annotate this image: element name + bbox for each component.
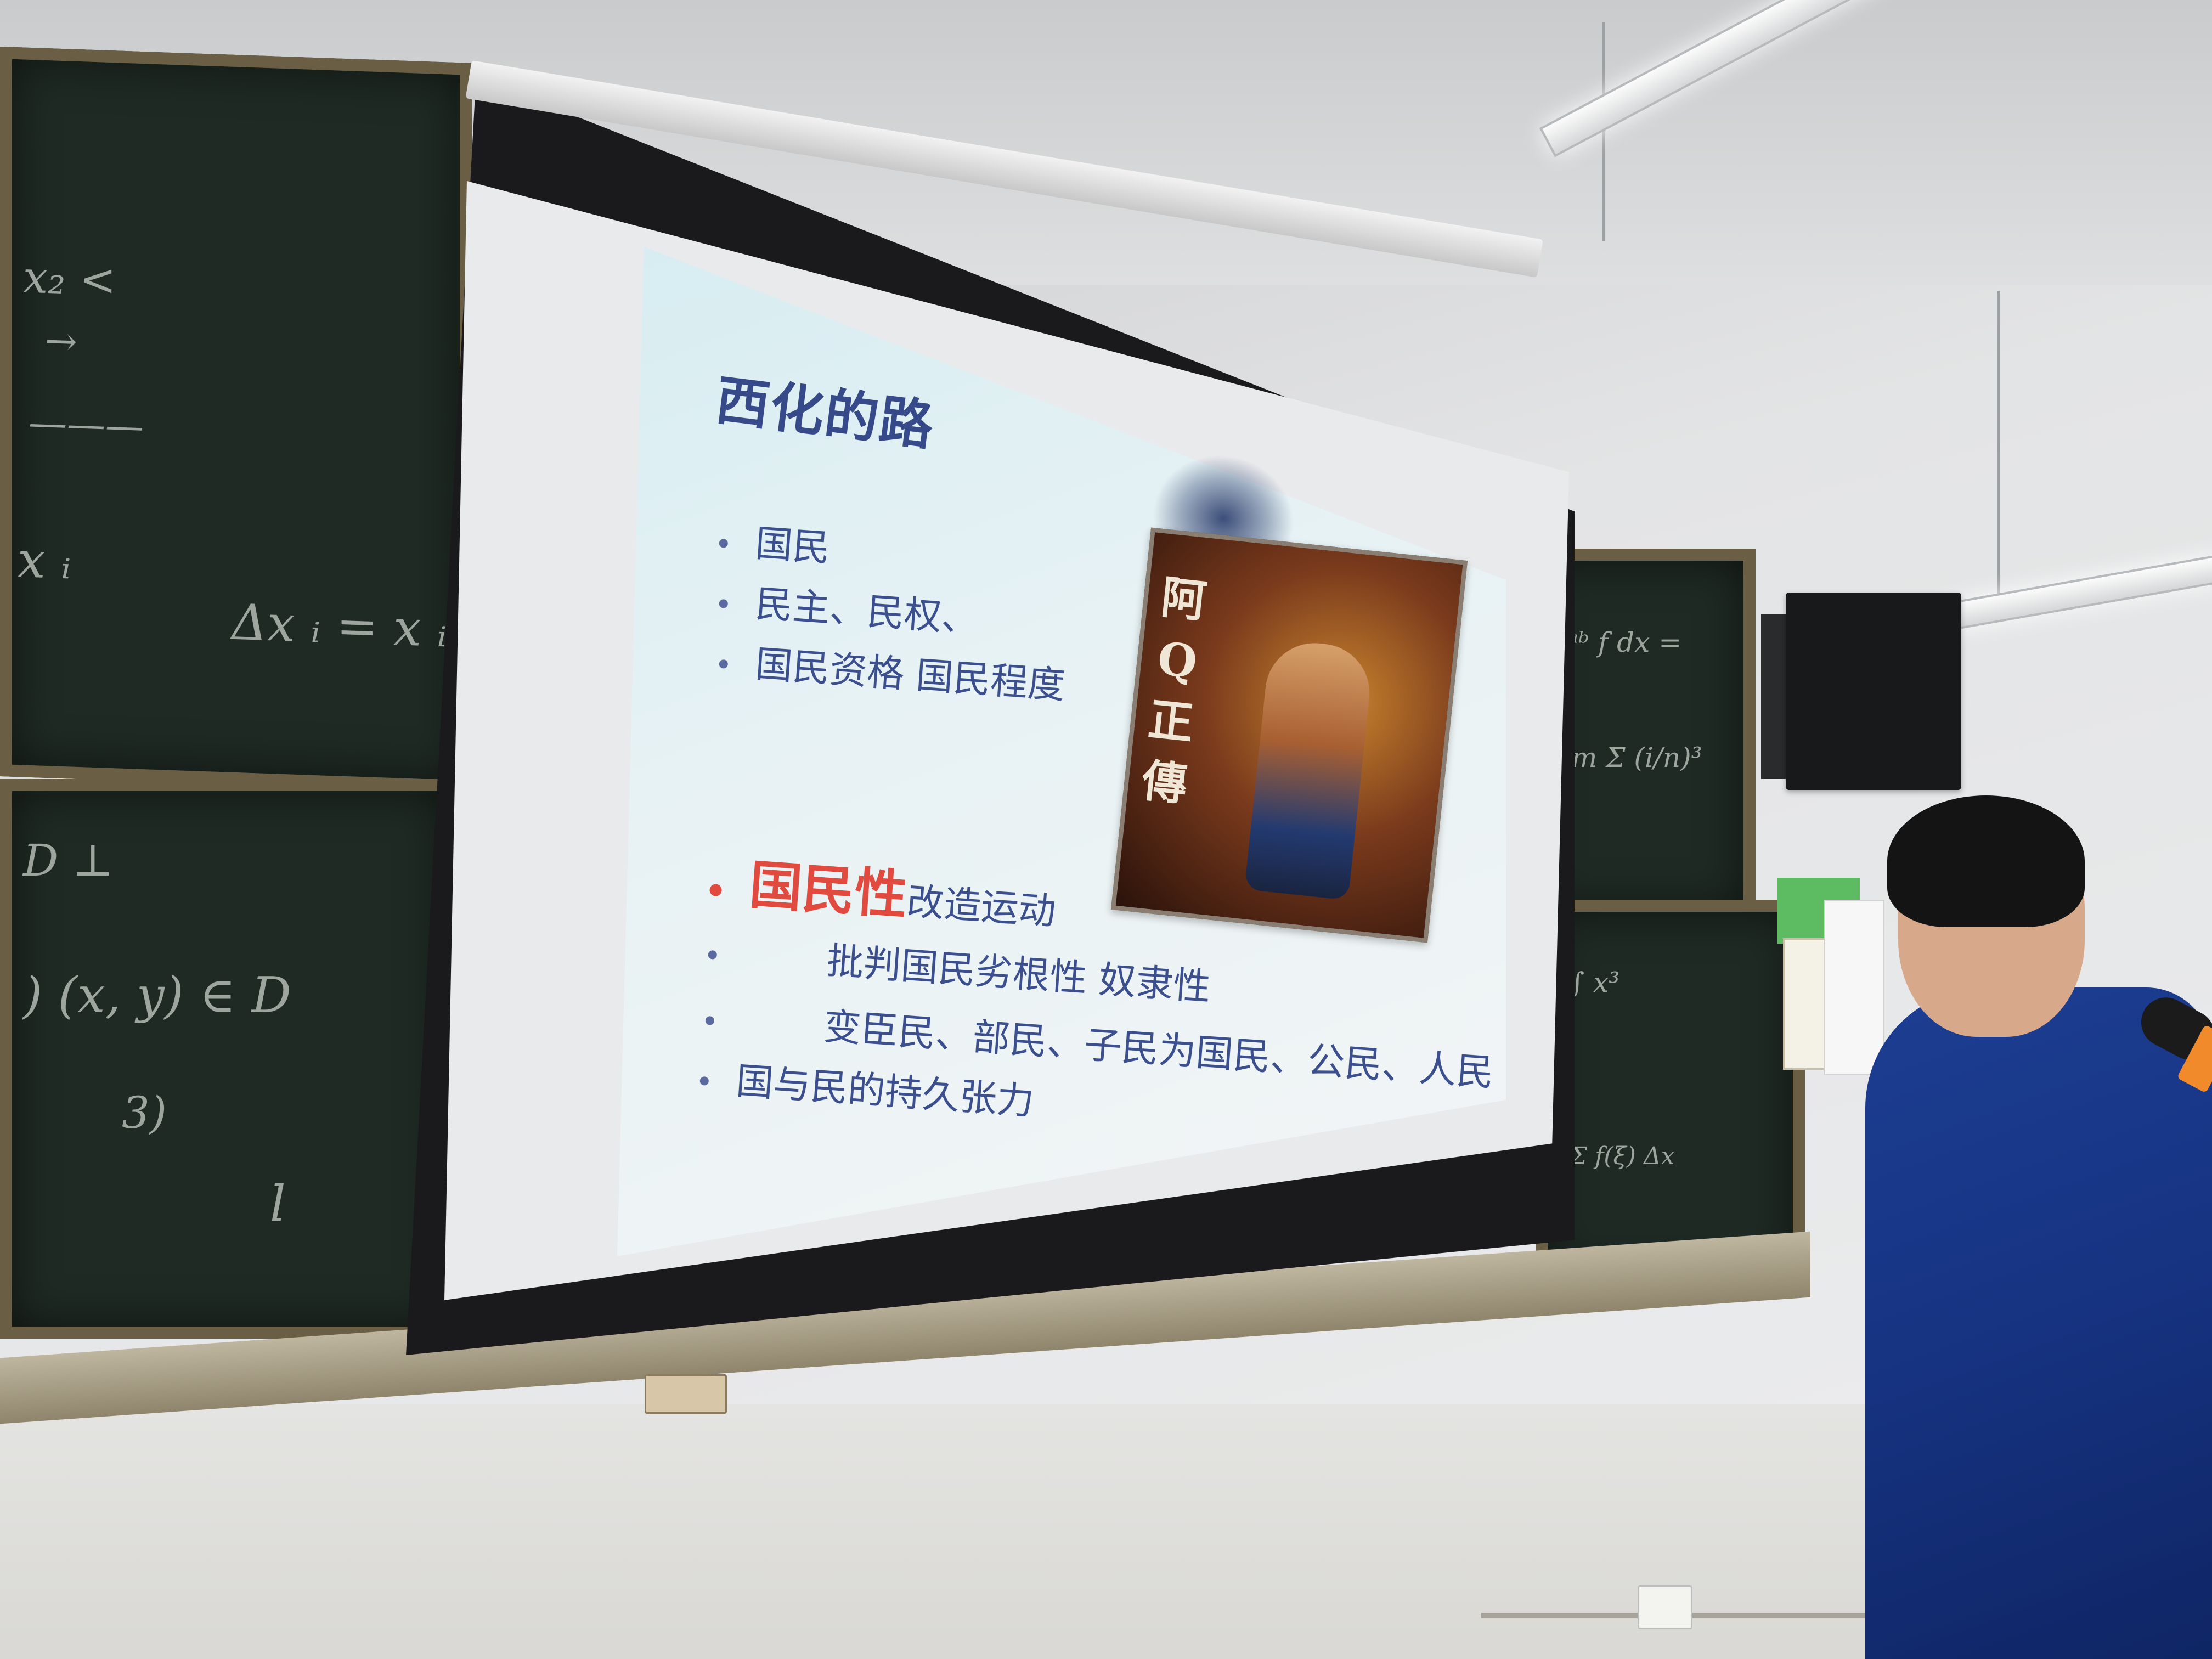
chalkboard-left-bottom: D ⊥ ) (x, y) ∈ D 3) l	[0, 779, 455, 1339]
bullet-text: 国民	[754, 522, 832, 571]
lecturer	[1865, 795, 2212, 1659]
chalk-writing: ) (x, y) ∈ D	[23, 967, 291, 1024]
chalk-writing: Σ f(ξ) Δx	[1570, 1142, 1675, 1170]
chalk-writing: x ᵢ	[18, 531, 71, 591]
chalk-writing: ∫ x³	[1570, 967, 1620, 998]
chalk-writing: l	[270, 1175, 286, 1233]
wall-speaker	[1786, 592, 1961, 790]
lecturer-hair	[1887, 795, 2085, 927]
baseboard	[1481, 1613, 2212, 1618]
speaker-mount	[1761, 614, 1787, 779]
chalk-writing: 3)	[122, 1087, 167, 1138]
ah-q-illustration: 阿Q正傳	[1111, 527, 1468, 943]
bullet-dot	[709, 884, 723, 897]
light-rod	[1602, 22, 1605, 241]
chalkboard-left-top: x₂ < → ——— x ᵢ Δx ᵢ = x ᵢ −	[0, 46, 504, 793]
bullet-dot	[705, 1016, 715, 1026]
chalk-writing: lim Σ (i/n)³	[1554, 742, 1702, 774]
chalk-writing: x₂ <	[23, 251, 116, 306]
chalk-writing: D ⊥	[23, 835, 114, 886]
power-outlet	[1638, 1585, 1692, 1629]
slide-bullet: 国民	[718, 510, 832, 572]
bullet-dot	[699, 1076, 709, 1086]
bullet-dot	[719, 659, 729, 669]
chalk-writing: ———	[29, 399, 144, 449]
highlight-red-text: 国民性	[747, 854, 910, 927]
light-rod	[1997, 291, 2000, 609]
board-eraser	[645, 1374, 727, 1414]
bullet-dot	[719, 599, 729, 609]
bullet-dot	[708, 950, 718, 960]
wall-notice	[1824, 900, 1884, 1075]
lecturer-blue-shirt	[1865, 988, 2212, 1659]
chalkboard-right-bottom: ∫ x³ Σ f(ξ) Δx	[1536, 900, 1805, 1284]
bullet-dot	[719, 539, 729, 549]
chalk-writing: ∫ᵃᵇ f dx =	[1554, 627, 1682, 658]
chalk-writing: →	[45, 318, 77, 364]
highlight-rest-text: 改造运动	[905, 879, 1058, 934]
